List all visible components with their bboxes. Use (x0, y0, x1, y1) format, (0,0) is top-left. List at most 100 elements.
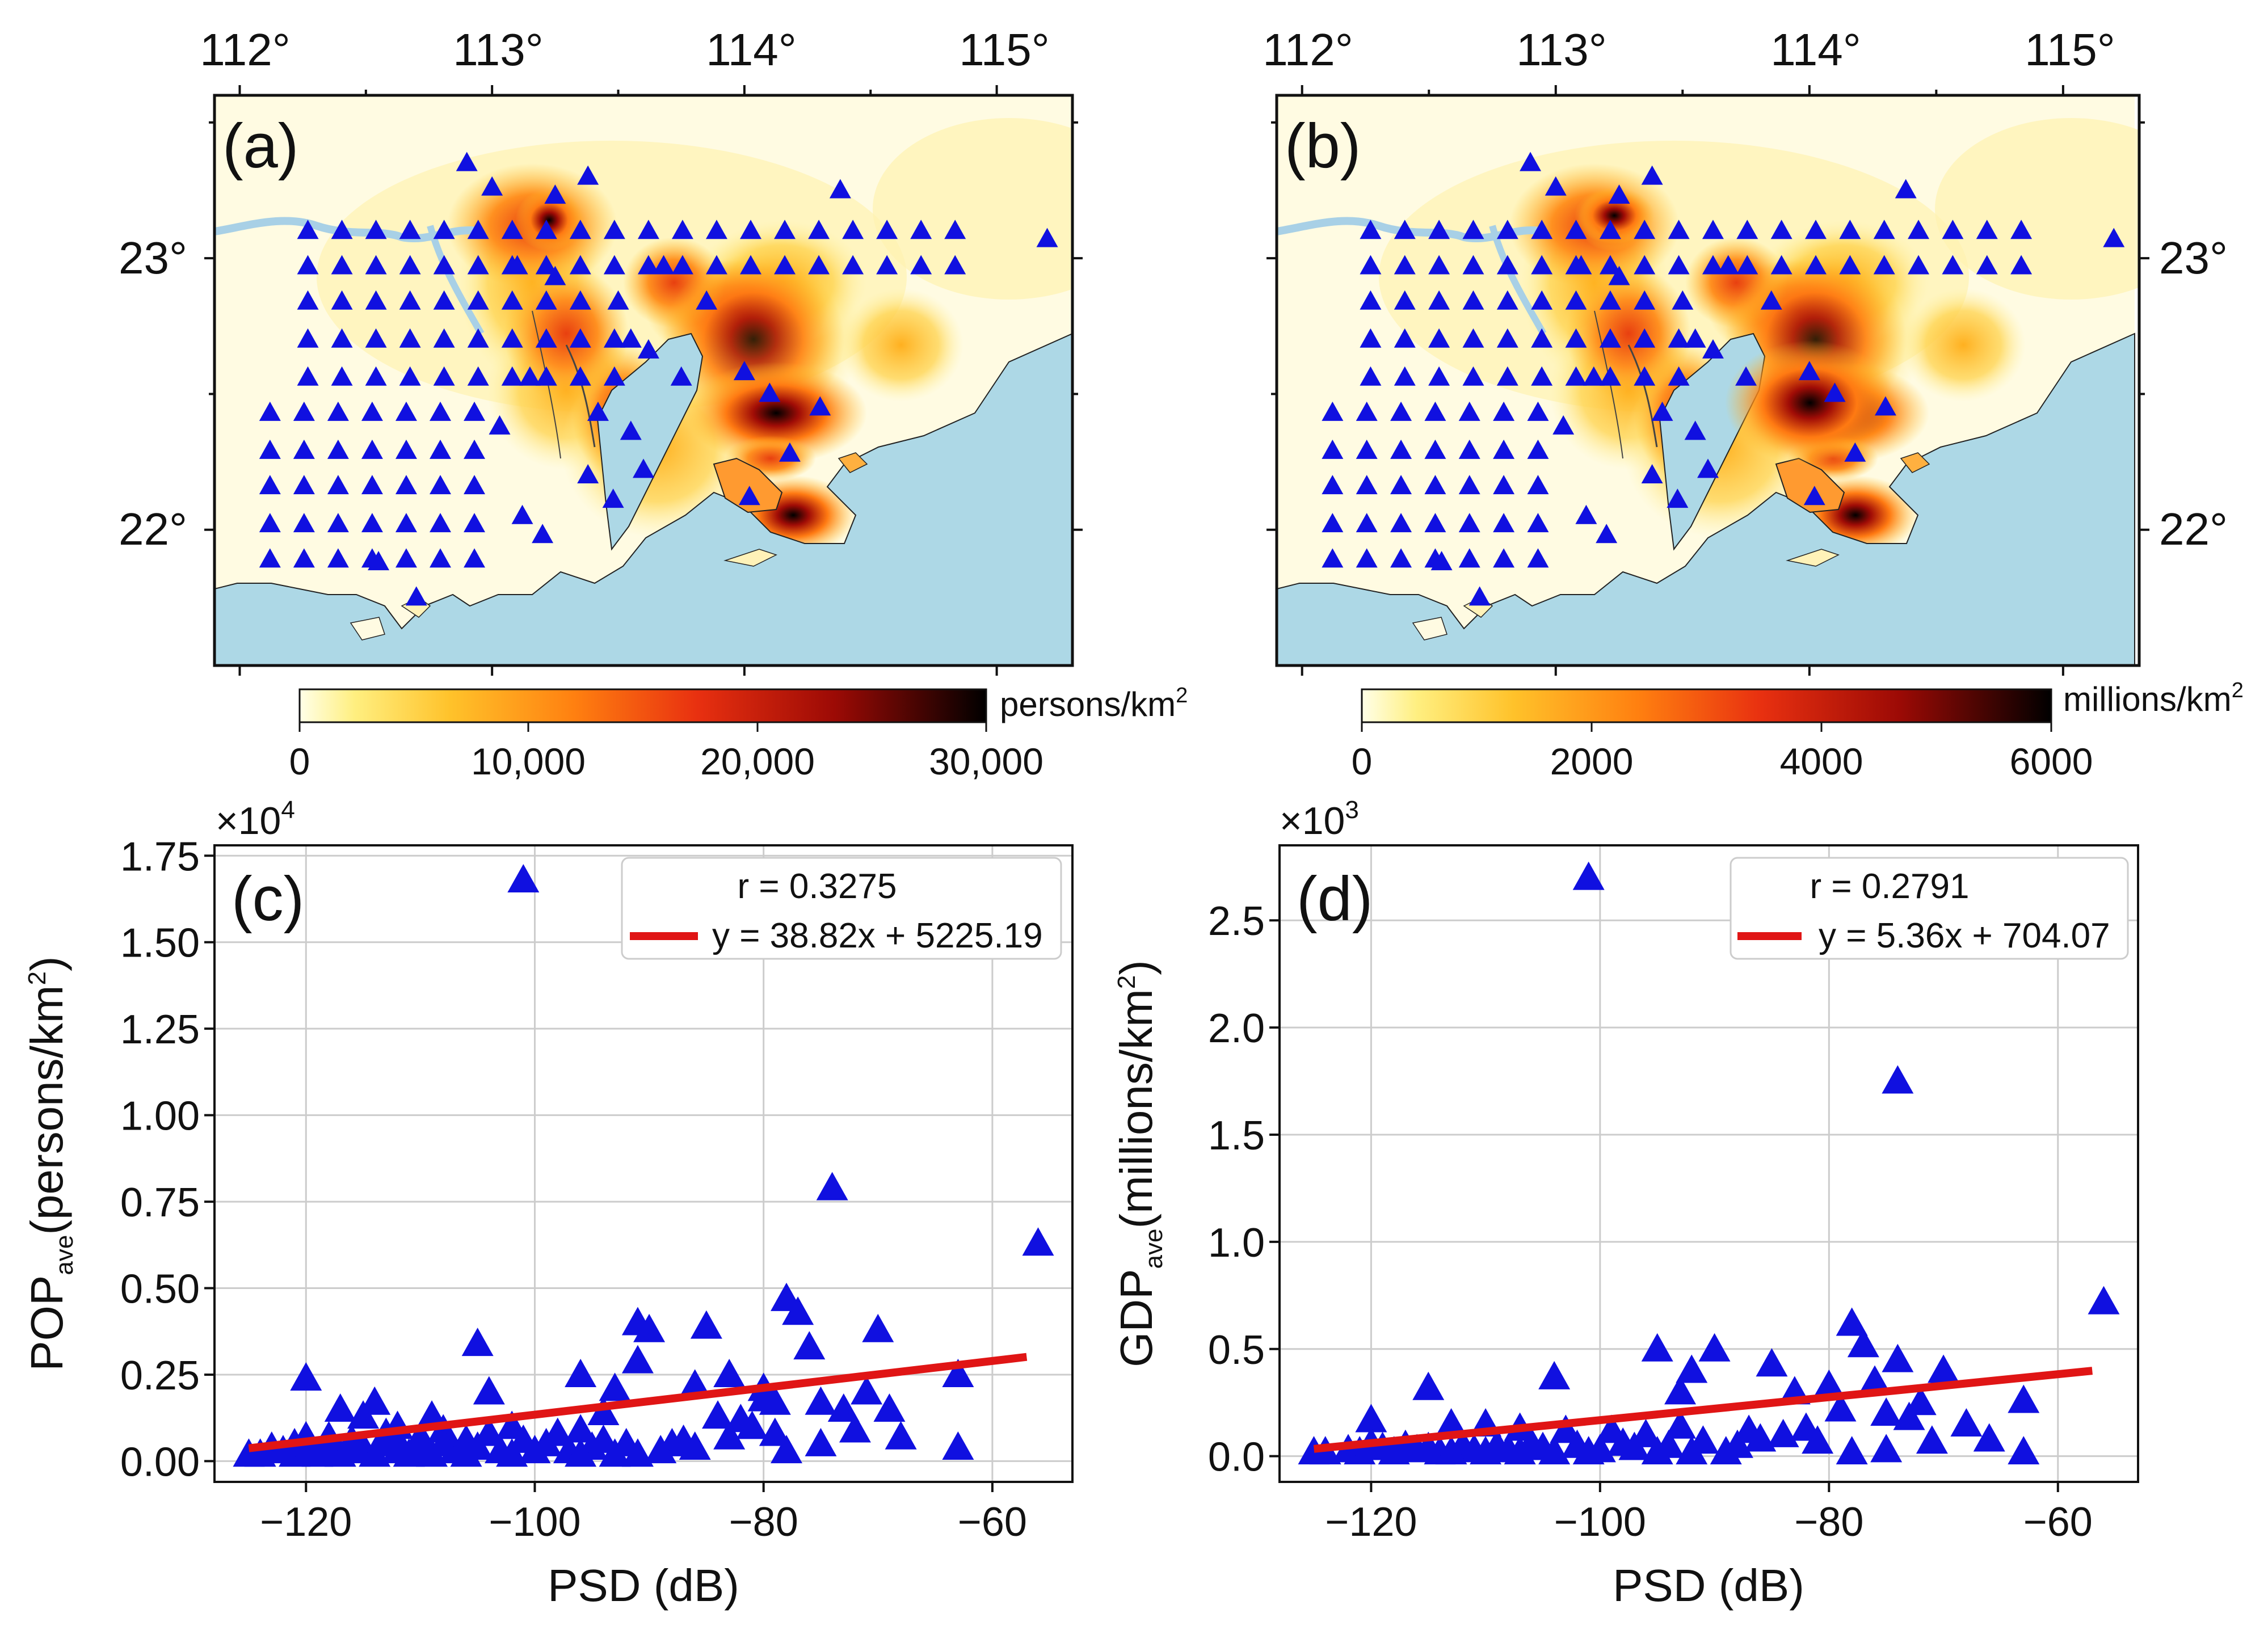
panel-a-frame (213, 94, 1074, 667)
panel-d-data-point (1882, 1065, 1914, 1094)
panel-b-map (1277, 95, 2207, 665)
panel-d-multiplier: ×103 (1280, 796, 1359, 843)
panel-c-tick-marks (204, 854, 994, 1492)
panel-a-colorbar-unit: persons/km2 (1000, 684, 1188, 723)
panel-c: −120 −100 −80 −60 0.00 0.25 0.50 0.75 1.00 1.25 1.… (22, 796, 1074, 1611)
panel-d-y-tick-label: 1.0 (1208, 1220, 1265, 1266)
panel-a-colorbar (298, 688, 987, 723)
panel-c-y-tick-label: 1.25 (120, 1007, 200, 1052)
panel-d-legend: r = 0.2791 y = 5.36x + 704.07 (1730, 857, 2129, 960)
panel-c-x-tick-label: −60 (958, 1499, 1027, 1545)
panel-c-data-point (290, 1362, 322, 1391)
panel-b-colorbar-tick-label: 6000 (2010, 740, 2093, 782)
panel-c-legend-r: r = 0.3275 (738, 867, 897, 906)
panel-c-y-tick-label: 1.50 (120, 921, 200, 966)
panel-c-data-point (713, 1358, 746, 1387)
panel-a-colorbar-tick-label: 0 (289, 740, 310, 782)
panel-b-colorbar-tick-label: 2000 (1550, 740, 1634, 782)
panel-d-y-tick-label: 2.0 (1208, 1006, 1265, 1051)
panel-d-x-tick-label: −120 (1325, 1499, 1417, 1545)
panel-a-map (214, 95, 1145, 665)
panel-c-data-point (805, 1386, 837, 1415)
panel-d-data-point (1756, 1348, 1788, 1377)
panel-c-y-tick-label: 0.75 (120, 1180, 200, 1225)
panel-d-data-point (1928, 1354, 1960, 1383)
panel-b-lon-tick-label: 114° (1770, 24, 1861, 75)
panel-a-lon-tick-label: 112° (200, 24, 291, 75)
panel-d-ylabel: GDPave(millions/km2) (1111, 960, 1168, 1367)
panel-b-lon-tick-label: 112° (1263, 24, 1353, 75)
panel-d-y-tick-label: 2.5 (1208, 899, 1265, 944)
panel-c-data-point (862, 1313, 894, 1342)
panel-a-lon-tick-label: 114° (706, 24, 797, 75)
panel-c-data-point (885, 1421, 917, 1450)
panel-d-data-point (1870, 1397, 1903, 1426)
panel-c-ylabel: POPave(persons/km2) (22, 956, 78, 1371)
panel-c-tick-labels: −120 −100 −80 −60 0.00 0.25 0.50 0.75 1.00 1.25 1.… (120, 834, 1027, 1545)
panel-a-lon-tick-label: 115° (959, 24, 1050, 75)
panel-c-data-point (793, 1331, 826, 1360)
panel-d-data-point (1698, 1333, 1731, 1362)
panel-b-colorbar-tick-label: 0 (1352, 740, 1373, 782)
panel-b-colorbar (1361, 688, 2052, 723)
panel-c-frame (213, 844, 1074, 1483)
panel-a-colorbar-tick-label: 10,000 (471, 740, 586, 782)
panel-d: −120 −100 −80 −60 0.0 0.5 1.0 1.5 2.0 2.5 (d) ×10… (1111, 796, 2139, 1611)
panel-b-lon-tick-label: 115° (2025, 24, 2115, 75)
panel-c-data-point (461, 1328, 494, 1357)
panel-a-colorbar-ticks (298, 722, 987, 732)
panel-c-multiplier: ×104 (216, 796, 295, 843)
panel-a-axis-ticks (204, 85, 1083, 676)
panel-c-x-tick-label: −120 (260, 1499, 352, 1545)
panel-b-frame (1275, 94, 2141, 667)
panel-d-data-point (1836, 1436, 1868, 1465)
panel-d-data-point (1412, 1371, 1445, 1400)
panel-c-data-point (805, 1427, 837, 1456)
panel-d-y-tick-label: 0.5 (1208, 1328, 1265, 1373)
panel-b: 112° 113° 114° 115° 23° 22° (b) 0 2000 4… (1263, 24, 2244, 782)
panel-a-lon-tick-label: 113° (453, 24, 544, 75)
panel-c-legend: r = 0.3275 y = 38.82x + 5225.19 (621, 857, 1062, 960)
panel-a-lat-tick-label: 23° (119, 233, 187, 283)
panel-c-data-point (565, 1358, 597, 1387)
panel-d-legend-fit: y = 5.36x + 704.07 (1819, 916, 2110, 955)
panel-c-data-point (621, 1345, 654, 1374)
panel-c-y-tick-label: 0.25 (120, 1353, 200, 1398)
panel-d-x-tick-label: −100 (1554, 1499, 1646, 1545)
panel-d-data-point (1538, 1360, 1571, 1389)
panel-b-axis-ticks (1266, 85, 2149, 676)
panel-d-data-point (1870, 1434, 1903, 1463)
panel-c-fit-line (248, 1353, 1028, 1452)
panel-c-data-point (942, 1431, 974, 1460)
panel-d-xlabel: PSD (dB) (1613, 1560, 1804, 1611)
panel-d-data-point (2088, 1286, 2120, 1315)
panel-c-legend-fit: y = 38.82x + 5225.19 (712, 916, 1043, 955)
panel-c-y-tick-label: 0.50 (120, 1267, 200, 1312)
panel-c-data-point (599, 1372, 631, 1401)
panel-d-x-tick-label: −60 (2023, 1499, 2093, 1545)
panel-d-data-point (1767, 1418, 1799, 1447)
panel-d-data-point (2008, 1436, 2040, 1465)
panel-d-label: (d) (1297, 864, 1373, 934)
panel-c-y-tick-label: 1.75 (120, 834, 200, 879)
panel-c-y-tick-label: 0.00 (120, 1439, 200, 1485)
panel-b-colorbar-unit: millions/km2 (2063, 679, 2244, 718)
panel-c-x-tick-label: −100 (489, 1499, 580, 1545)
panel-b-label: (b) (1285, 111, 1361, 181)
panel-d-tick-marks (1269, 919, 2059, 1492)
panel-d-tick-labels: −120 −100 −80 −60 0.0 0.5 1.0 1.5 2.0 2.5 (1208, 899, 2093, 1545)
panel-d-fit-line (1313, 1367, 2093, 1453)
panel-d-data-point (2008, 1384, 2040, 1413)
panel-a-colorbar-tick-label: 30,000 (929, 740, 1043, 782)
panel-d-data-point (1973, 1423, 2005, 1452)
panel-d-legend-r: r = 0.2791 (1810, 867, 1970, 906)
panel-b-lat-tick-label: 23° (2159, 233, 2228, 283)
panel-d-y-tick-label: 0.0 (1208, 1435, 1265, 1480)
panel-b-lon-tick-label: 113° (1516, 24, 1607, 75)
panel-a-colorbar-tick-label: 20,000 (700, 740, 815, 782)
panel-a: 112° 113° 114° 115° 23° 22° (a) 0 10,000… (119, 24, 1188, 782)
panel-d-data-point (1641, 1333, 1673, 1362)
panel-c-data-point (473, 1376, 505, 1405)
panel-c-y-tick-label: 1.00 (120, 1094, 200, 1139)
